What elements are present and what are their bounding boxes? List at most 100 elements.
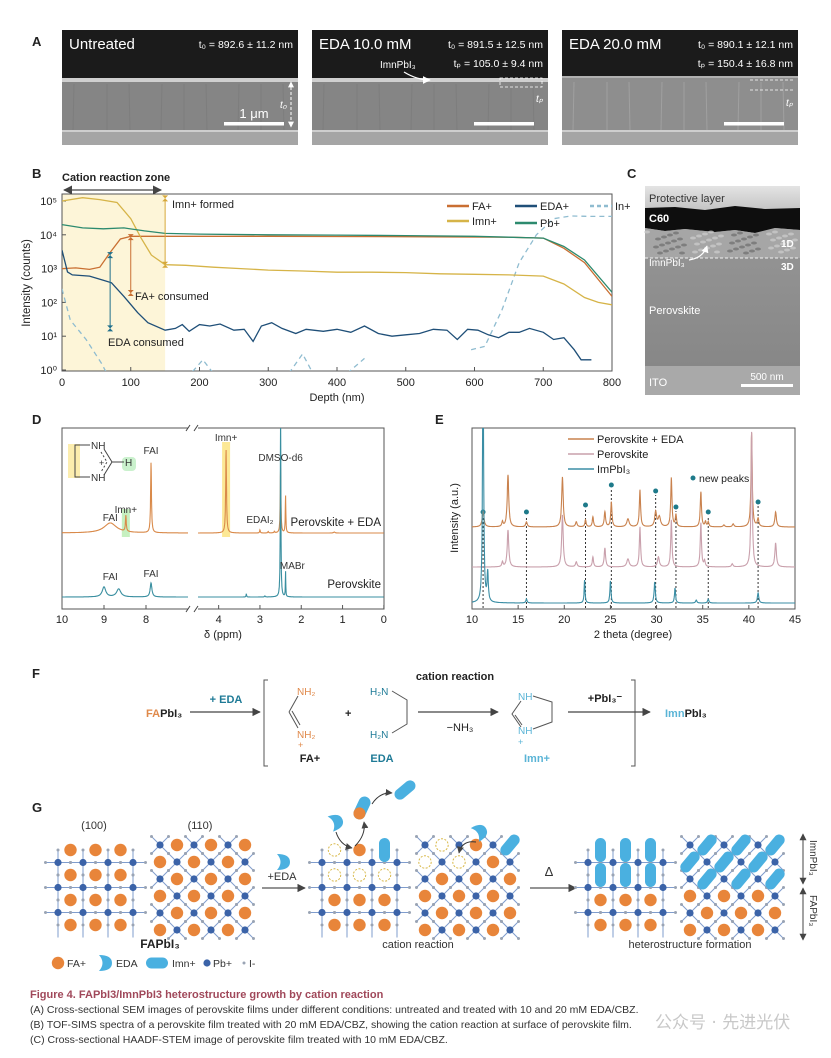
pb-ion [703, 926, 711, 934]
i-ion [449, 903, 452, 906]
texture-dot [731, 233, 737, 237]
pb-ion [224, 875, 232, 883]
fa-cation [418, 889, 432, 903]
pb-ion [720, 841, 728, 849]
i-ion [235, 835, 238, 838]
pb-ion [609, 858, 617, 867]
legend-label: FA+ [472, 201, 492, 213]
i-ion [574, 886, 577, 889]
imn-structure-inset: NH NH + H [68, 441, 136, 484]
sem-title: Untreated [69, 36, 135, 53]
imn-cation [645, 863, 656, 887]
i-ion [106, 898, 110, 902]
label-perovskite: Perovskite [649, 305, 700, 317]
texture-dot [665, 241, 671, 245]
i-ion [358, 911, 361, 914]
annotation-label: FA+ consumed [135, 291, 209, 303]
side-label-fapbi3: FAPbI₃ [807, 895, 818, 926]
i-ion [345, 923, 349, 927]
caption-line-b: (B) TOF-SIMS spectra of a perovskite fil… [30, 1019, 632, 1031]
pattern-0 [472, 432, 795, 528]
i-ion [500, 937, 503, 940]
i-ion [131, 848, 135, 852]
fa-part [353, 807, 366, 820]
pb-ion [489, 841, 497, 849]
i-ion [517, 903, 520, 906]
vacancy [435, 838, 449, 852]
pb-ion [207, 892, 215, 900]
fa-cation [683, 889, 697, 903]
new-peak-marker [705, 509, 711, 515]
grain-boundary [660, 81, 663, 131]
i-ion [466, 903, 469, 906]
imnpbi3-label: ImnPbI₃ [380, 60, 416, 71]
spectrum-perovskite [62, 428, 384, 598]
texture-dot [663, 249, 669, 253]
i-ion [449, 920, 452, 923]
i-ion [500, 886, 503, 889]
fa-cation [153, 923, 167, 937]
pb-ion [737, 926, 745, 934]
i-ion [184, 937, 187, 940]
texture-dot [659, 243, 665, 247]
i-ion [150, 869, 153, 872]
label-1d: 1D [781, 239, 794, 250]
fa-cation [187, 923, 201, 937]
axis-break-gap [188, 606, 198, 612]
series-line-pb-plus [62, 223, 612, 293]
t0-value: t₀ = 890.1 ± 12.1 nm [698, 39, 793, 51]
sem-image-1: Untreated t₀ = 892.6 ± 11.2 nm 1 μm t₀ [62, 30, 298, 145]
pb-ion [104, 883, 112, 892]
pb-ion [241, 892, 249, 900]
sem-images: Untreated t₀ = 892.6 ± 11.2 nm 1 μm t₀ EDA 1… [62, 30, 798, 145]
series-label: Perovskite [327, 579, 381, 591]
texture-dot [780, 242, 786, 246]
imn-bonds [511, 695, 553, 730]
pb-ion [584, 858, 592, 867]
fa-cation [187, 855, 201, 869]
i-ion [252, 869, 255, 872]
label-imnpbi3: ImnPbI₃ [649, 258, 685, 269]
pb-ion [455, 909, 463, 917]
i-ion [466, 835, 469, 838]
i-ion [697, 920, 700, 923]
annotation-cap [107, 252, 114, 259]
i-ion [252, 903, 255, 906]
i-ion [611, 873, 615, 877]
i-ion [235, 937, 238, 940]
texture-dot [673, 231, 679, 235]
i-ion [81, 898, 85, 902]
texture-dot [712, 236, 718, 240]
i-ion [358, 861, 361, 864]
plus-eda-label: + EDA [210, 694, 243, 706]
peak-label: EDAI₂ [246, 515, 273, 526]
imn-cation [500, 834, 520, 856]
fa-cation [114, 868, 127, 882]
i-ion [731, 869, 734, 872]
i-ion [144, 886, 147, 889]
i-ion [184, 886, 187, 889]
pb-ion [207, 858, 215, 866]
texture-dot [792, 238, 798, 242]
h-label: H [125, 458, 132, 469]
i-ion [765, 835, 768, 838]
legend: FA+ EDA Imn+ Pb+ I- [51, 955, 256, 971]
nh-label: NH [91, 473, 105, 484]
i-ion [661, 873, 665, 877]
legend-new-peaks-label: new peaks [699, 473, 749, 485]
spectrum-perovskite-eda [62, 449, 384, 534]
eda-h2n-top: H₂N [370, 687, 388, 698]
y-tick-label: 10⁵ [40, 196, 57, 208]
i-ion [697, 835, 700, 838]
fa-cation [221, 889, 235, 903]
y-tick-label: 10¹ [41, 331, 57, 343]
pb-ion [421, 909, 429, 917]
i-ion [56, 873, 60, 877]
i-ion [345, 848, 349, 852]
texture-dot [788, 232, 794, 236]
legend-label: EDA [116, 958, 138, 970]
i-ion [432, 886, 435, 889]
pb-ion [659, 883, 667, 892]
i-ion [500, 920, 503, 923]
i-ion [782, 937, 785, 940]
